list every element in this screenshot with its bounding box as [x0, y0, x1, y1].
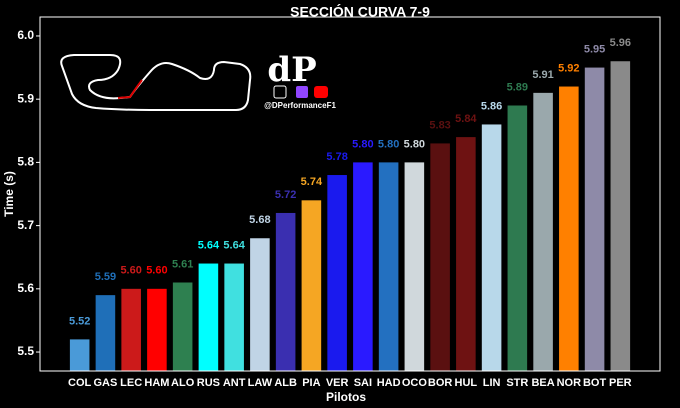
value-label: 5.95 [584, 43, 605, 55]
value-label: 5.91 [532, 69, 553, 81]
y-tick-label: 6.0 [17, 28, 34, 42]
x-tick-label: ANT [223, 377, 246, 389]
y-tick-label: 5.8 [17, 155, 34, 169]
value-label: 5.74 [301, 176, 323, 188]
bar [456, 137, 476, 371]
value-label: 5.61 [172, 258, 193, 270]
value-label: 5.60 [120, 265, 141, 277]
x-tick-label: COL [68, 377, 92, 389]
x-tick-label: HAM [144, 377, 169, 389]
bar [610, 61, 631, 371]
value-label: 5.64 [198, 239, 220, 251]
value-label: 5.68 [249, 214, 270, 226]
value-label: 5.96 [610, 37, 631, 49]
value-label: 5.89 [507, 81, 528, 93]
x-tick-label: BOR [428, 377, 453, 389]
value-label: 5.80 [404, 138, 425, 150]
value-label: 5.59 [95, 271, 116, 283]
x-tick-label: ALO [171, 377, 195, 389]
x-tick-label: GAS [93, 377, 117, 389]
x-tick-label: NOR [557, 377, 582, 389]
bar [250, 238, 270, 371]
x-tick-label: ALB [274, 377, 297, 389]
bar [301, 200, 322, 371]
bar [172, 282, 193, 371]
x-tick-label: VER [326, 377, 349, 389]
value-label: 5.60 [146, 265, 167, 277]
bar [559, 86, 579, 372]
x-tick-label: SAI [354, 377, 372, 389]
logo: dP [267, 50, 316, 90]
bar [533, 92, 553, 371]
x-icon [273, 85, 287, 99]
y-tick-label: 5.7 [17, 218, 34, 232]
bar [353, 162, 373, 371]
y-tick-label: 5.5 [17, 344, 34, 358]
value-label: 5.72 [275, 189, 296, 201]
bar [507, 105, 528, 371]
y-tick-label: 5.9 [17, 91, 34, 105]
bar [481, 124, 502, 371]
bar [198, 263, 219, 371]
x-tick-label: LAW [248, 377, 273, 389]
axes-frame [39, 16, 661, 372]
value-label: 5.86 [481, 100, 502, 112]
x-tick-label: BOT [583, 377, 607, 389]
value-label: 5.52 [69, 315, 90, 327]
x-tick-label: RUS [197, 377, 220, 389]
x-tick-label: PER [609, 377, 632, 389]
value-label: 5.80 [378, 138, 399, 150]
bar [275, 212, 296, 371]
x-tick-label: BEA [531, 377, 554, 389]
x-tick-label: OCO [402, 377, 428, 389]
value-label: 5.83 [429, 119, 450, 131]
bar [584, 67, 605, 372]
x-tick-label: HUL [455, 377, 478, 389]
value-label: 5.84 [455, 113, 477, 125]
x-tick-label: HAD [377, 377, 401, 389]
y-tick-label: 5.6 [17, 281, 34, 295]
twitch-icon [296, 86, 308, 98]
bar [378, 162, 399, 371]
value-label: 5.78 [326, 151, 347, 163]
bar [147, 288, 167, 371]
bar [95, 295, 116, 371]
chart-title: SECCIÓN CURVA 7-9 [290, 3, 430, 20]
value-label: 5.92 [558, 62, 579, 74]
value-label: 5.64 [223, 239, 245, 251]
bar [327, 175, 347, 371]
x-axis-label: Pilotos [326, 390, 366, 404]
x-tick-label: LEC [120, 377, 142, 389]
bar [430, 143, 450, 371]
x-tick-label: STR [506, 377, 528, 389]
bar [69, 339, 90, 371]
x-tick-label: PIA [302, 377, 320, 389]
bar [404, 162, 425, 371]
value-label: 5.80 [352, 138, 373, 150]
handle: @DPerformanceF1 [264, 101, 336, 110]
bar [121, 288, 141, 371]
y-axis-label: Time (s) [2, 171, 16, 217]
bar [224, 263, 244, 371]
x-tick-label: LIN [483, 377, 501, 389]
track-section [117, 79, 143, 99]
youtube-icon [314, 86, 328, 98]
track-map [60, 54, 252, 111]
